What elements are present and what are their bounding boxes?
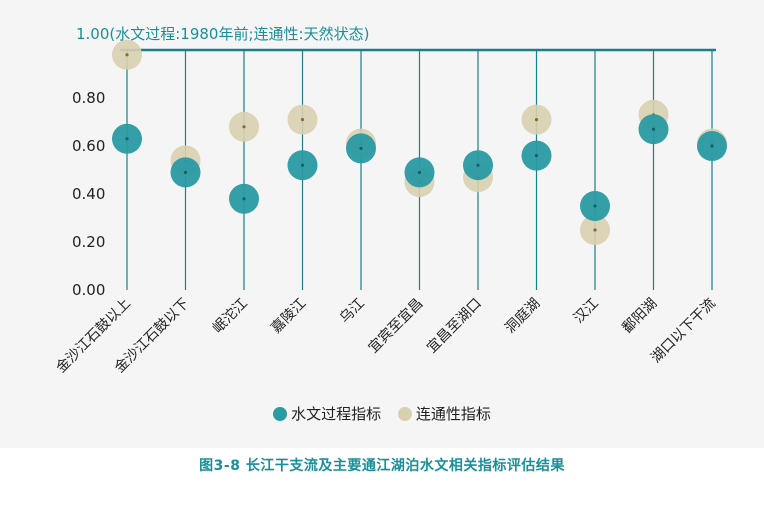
hydrology-point-center	[417, 170, 422, 174]
legend: 水文过程指标 连通性指标	[0, 403, 764, 425]
hydrology-point-center	[710, 144, 714, 148]
legend-marker-connectivity	[397, 406, 412, 421]
legend-marker-hydrology	[273, 406, 288, 421]
x-tick-label: 嘉陵江	[268, 296, 309, 337]
y-tick-label: 0.40	[72, 185, 105, 203]
y-tick-label: 0.20	[72, 233, 105, 251]
x-tick-label: 岷沱江	[209, 295, 251, 337]
connectivity-point-center	[125, 53, 129, 57]
hydrology-point-center	[183, 170, 188, 174]
hydrology-point-center	[125, 137, 129, 141]
y-tick-label: 0.00	[72, 281, 105, 299]
top-reference-label: 1.00(水文过程:1980年前;连通性:天然状态)	[76, 25, 369, 43]
connectivity-point-center	[242, 125, 246, 129]
hydrology-point-center	[476, 163, 480, 167]
connectivity-point-center	[534, 118, 539, 122]
hydrology-point-center	[359, 146, 363, 150]
connectivity-point-center	[300, 118, 305, 122]
x-tick-label: 汉江	[571, 296, 602, 327]
x-tick-label: 宜昌至湖口	[424, 296, 485, 357]
x-tick-label: 洞庭湖	[502, 295, 544, 337]
hydrology-point-center	[593, 204, 597, 208]
x-tick-label: 乌江	[337, 296, 368, 327]
figure-caption: 图3-8 长江干支流及主要通江湖泊水文相关指标评估结果	[199, 458, 565, 474]
hydrology-point-center	[651, 127, 656, 131]
hydrology-point-center	[534, 154, 539, 158]
y-tick-label: 0.60	[72, 137, 105, 155]
legend-item-hydrology: 水文过程指标	[273, 403, 381, 424]
y-tick-label: 0.80	[72, 89, 105, 107]
x-tick-label: 宜宾至宜昌	[366, 296, 427, 357]
legend-label-connectivity: 连通性指标	[415, 405, 491, 423]
connectivity-point-center	[593, 228, 597, 232]
x-tick-label: 鄱阳湖	[619, 296, 660, 337]
hydrology-point-center	[300, 163, 305, 167]
hydrology-point-center	[242, 197, 246, 201]
legend-label-hydrology: 水文过程指标	[291, 405, 382, 423]
legend-item-connectivity: 连通性指标	[397, 403, 491, 424]
